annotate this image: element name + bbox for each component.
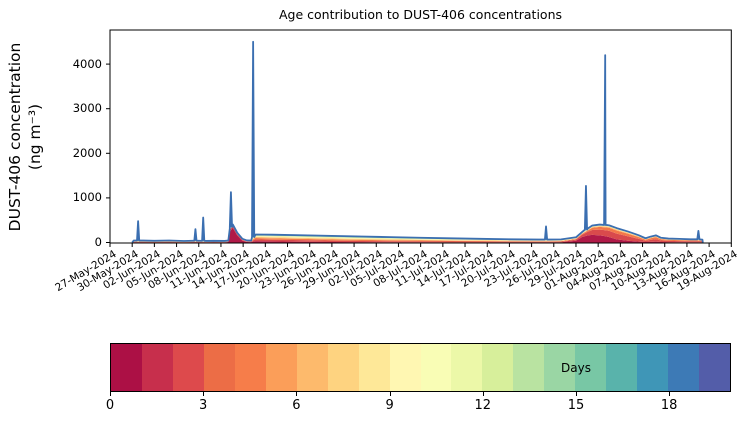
y-tick-label: 1000 (72, 190, 102, 205)
y-tick-label: 0 (94, 235, 102, 249)
chart-title: Age contribution to DUST-406 concentrati… (278, 7, 563, 22)
colorbar-segment-16 (606, 344, 638, 391)
colorbar-segment-14 (544, 344, 576, 391)
colorbar-segment-2 (172, 344, 204, 391)
colorbar-segment-15 (575, 344, 607, 391)
colorbar-segment-4 (234, 344, 266, 391)
colorbar-segment-17 (637, 344, 669, 391)
colorbar-tick-label: 0 (105, 398, 115, 413)
colorbar-tick (482, 392, 484, 396)
axes-frame (109, 29, 732, 244)
age-layer-1-3days (132, 226, 703, 243)
colorbar-segment-0 (111, 344, 142, 391)
colorbar-segment-7 (327, 344, 359, 391)
colorbar-tick (575, 392, 577, 396)
age-layer-5-8days (132, 225, 703, 243)
colorbar-segment-11 (451, 344, 483, 391)
colorbar-segment-8 (358, 344, 390, 391)
colorbar-segment-10 (420, 344, 452, 391)
colorbar-segment-5 (265, 344, 297, 391)
colorbar-tick-label: 6 (292, 398, 301, 413)
colorbar-segment-12 (482, 344, 514, 391)
total-concentration-line (131, 40, 704, 244)
colorbar-segment-18 (668, 344, 700, 391)
colorbar-tick (669, 392, 671, 396)
age-layer-11-14days (132, 225, 703, 243)
colorbar-label: Days (561, 360, 591, 375)
y-tick-label: 4000 (72, 56, 102, 71)
colorbar-tick-label: 12 (474, 398, 492, 413)
colorbar-tick-label: 3 (199, 398, 208, 413)
colorbar-segment-1 (141, 344, 173, 391)
colorbar-tick-label: 9 (385, 398, 394, 413)
colorbar: Days (110, 343, 731, 392)
colorbar-segment-9 (389, 344, 421, 391)
colorbar-tick-label: 18 (660, 398, 678, 413)
colorbar-segment-6 (296, 344, 328, 391)
colorbar-tick (296, 392, 298, 396)
colorbar-tick-label: 15 (567, 398, 585, 413)
y-tick-label: 2000 (72, 145, 102, 160)
colorbar-segment-19 (699, 344, 731, 391)
y-tick-label: 3000 (72, 101, 102, 116)
colorbar-segment-13 (513, 344, 545, 391)
colorbar-tick (110, 392, 111, 396)
colorbar-tick (203, 392, 205, 396)
colorbar-tick (389, 392, 391, 396)
colorbar-segment-3 (203, 344, 235, 391)
